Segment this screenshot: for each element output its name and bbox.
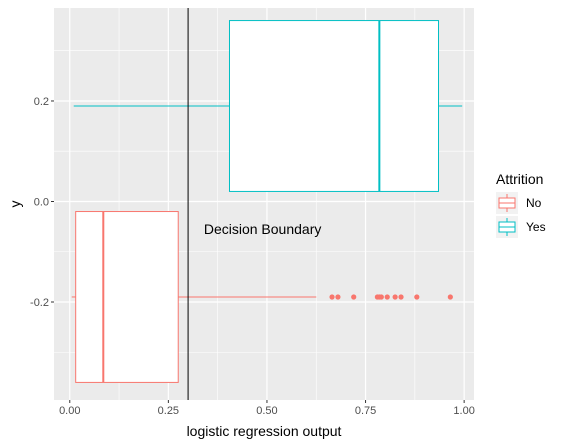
y-tick-label: -0.2: [30, 297, 49, 309]
x-tick-label: 0.25: [158, 405, 179, 417]
outlier-point: [378, 294, 384, 300]
legend-item-yes: Yes: [496, 216, 546, 238]
x-tick-label: 0.75: [355, 405, 376, 417]
legend-title: Attrition: [496, 171, 543, 187]
outlier-point: [392, 294, 398, 300]
y-tick-label: 0.2: [34, 96, 49, 108]
box-iqr: [75, 211, 179, 383]
y-axis-ticks: -0.2 0.0 0.2: [30, 96, 54, 309]
legend-label: Yes: [526, 220, 546, 234]
outlier-point: [414, 294, 420, 300]
box-layer: [71, 20, 463, 383]
outlier-point: [335, 294, 341, 300]
legend-item-no: No: [496, 192, 542, 214]
outlier-point: [351, 294, 357, 300]
x-tick-label: 0.00: [59, 405, 80, 417]
outlier-point: [398, 294, 404, 300]
box-no: [71, 211, 453, 383]
box-yes: [73, 20, 463, 192]
outlier-point: [447, 294, 453, 300]
x-tick-label: 0.50: [256, 405, 277, 417]
outlier-point: [329, 294, 335, 300]
decision-boundary-label: Decision Boundary: [204, 221, 322, 237]
y-tick-label: 0.0: [34, 196, 49, 208]
x-tick-label: 1.00: [453, 405, 474, 417]
legend: Attrition No Yes: [496, 171, 546, 238]
box-iqr: [228, 20, 440, 192]
x-axis-title: logistic regression output: [187, 423, 342, 439]
x-axis-ticks: 0.00 0.25 0.50 0.75 1.00: [59, 400, 475, 417]
legend-label: No: [526, 196, 542, 210]
y-axis-title: y: [7, 201, 23, 208]
outlier-point: [384, 294, 390, 300]
